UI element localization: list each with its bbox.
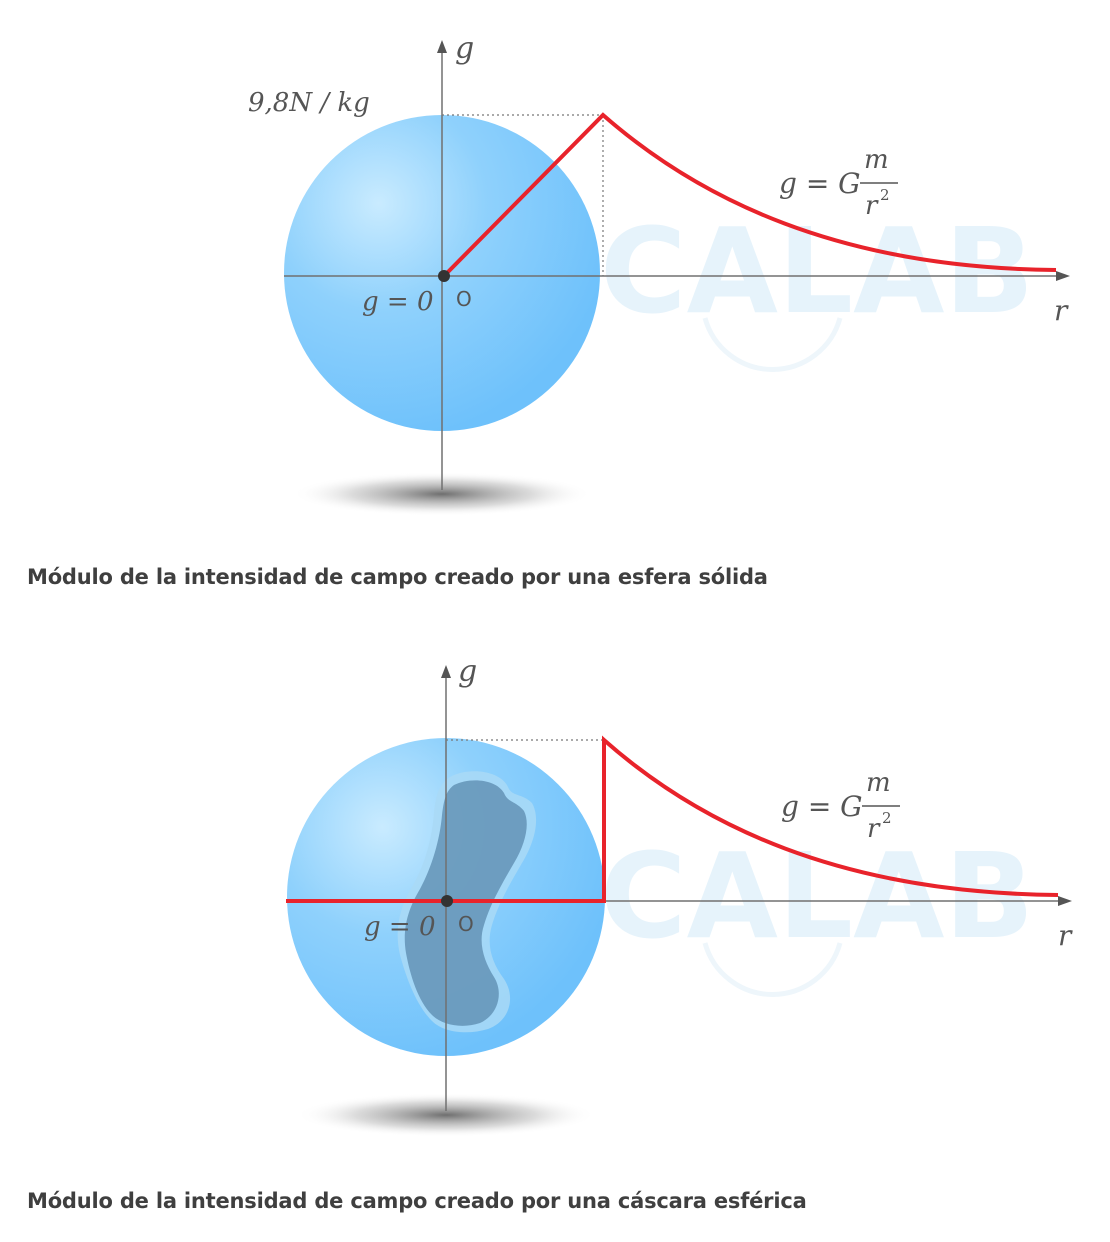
origin-point <box>438 270 450 282</box>
y-axis-arrow-icon <box>441 665 451 678</box>
formula-lhs: g = G <box>779 167 861 200</box>
origin-label: O <box>456 287 472 311</box>
x-axis-label: r <box>1054 294 1069 327</box>
formula-denominator: r <box>867 814 881 844</box>
formula-numerator: m <box>866 768 891 798</box>
formula-numerator: m <box>864 145 889 175</box>
inside-field-label: g = 0 <box>364 912 436 942</box>
x-axis-label: r <box>1058 919 1073 952</box>
formula-exponent: 2 <box>880 186 890 204</box>
spherical-shell-figure: CALAB g r O g = 0 g = G m r 2 <box>0 625 1110 1175</box>
field-curve <box>286 735 1059 903</box>
origin-point <box>441 895 453 907</box>
watermark: CALAB <box>600 827 1034 965</box>
caption-spherical-shell: Módulo de la intensidad de campo creado … <box>27 1189 807 1213</box>
x-axis-arrow-icon <box>1058 896 1072 906</box>
field-formula: g = G m r 2 <box>779 145 898 221</box>
inside-field-label: g = 0 <box>362 287 434 317</box>
solid-sphere-figure: CALAB g r O g = 0 9,8N / kg g = G m r 2 <box>0 0 1110 550</box>
y-axis-label: g <box>455 31 474 66</box>
origin-label: O <box>458 912 474 936</box>
field-formula: g = G m r 2 <box>781 768 900 844</box>
y-axis-label: g <box>458 654 477 689</box>
watermark-arc <box>702 317 843 372</box>
y-axis-arrow-icon <box>437 40 447 53</box>
watermark-arc <box>702 942 843 997</box>
formula-denominator: r <box>865 191 879 221</box>
shell-shadow <box>296 1093 596 1137</box>
watermark: CALAB <box>600 202 1034 340</box>
spherical-shell-diagram: CALAB g r O g = 0 g = G m r 2 <box>286 654 1073 1137</box>
caption-solid-sphere: Módulo de la intensidad de campo creado … <box>27 565 768 589</box>
solid-sphere-diagram: CALAB g r O g = 0 9,8N / kg g = G m r 2 <box>248 31 1070 516</box>
x-axis-arrow-icon <box>1056 271 1070 281</box>
formula-lhs: g = G <box>781 790 863 823</box>
field-curve <box>442 112 1057 278</box>
cavity-inner <box>404 780 527 1026</box>
surface-value-label: 9,8N / kg <box>248 88 370 118</box>
sphere-shadow <box>292 472 592 516</box>
formula-exponent: 2 <box>882 809 892 827</box>
